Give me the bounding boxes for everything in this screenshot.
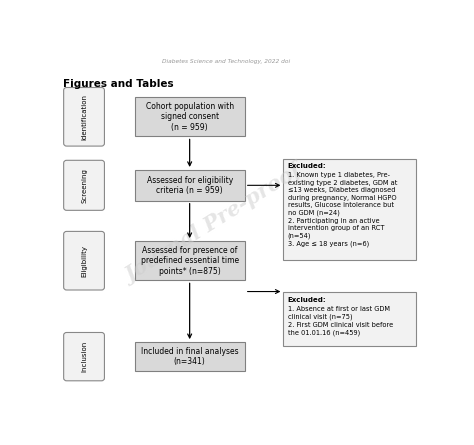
FancyBboxPatch shape <box>135 97 245 137</box>
Text: Journal Pre-proof: Journal Pre-proof <box>121 162 306 287</box>
FancyBboxPatch shape <box>135 342 245 371</box>
FancyBboxPatch shape <box>64 160 104 210</box>
Text: Inclusion: Inclusion <box>81 341 87 372</box>
Text: Excluded:: Excluded: <box>288 163 327 169</box>
Text: 1. Absence at first or last GDM
clinical visit (n=75)
2. First GDM clinical visi: 1. Absence at first or last GDM clinical… <box>288 306 393 336</box>
Text: Identification: Identification <box>81 94 87 140</box>
FancyBboxPatch shape <box>64 332 104 381</box>
FancyBboxPatch shape <box>135 170 245 201</box>
Text: Cohort population with
signed consent
(n = 959): Cohort population with signed consent (n… <box>146 102 234 132</box>
Text: Assessed for eligibility
criteria (n = 959): Assessed for eligibility criteria (n = 9… <box>146 176 233 195</box>
Text: Eligibility: Eligibility <box>81 245 87 277</box>
Text: Assessed for presence of
predefined essential time
points* (n=875): Assessed for presence of predefined esse… <box>141 246 239 275</box>
Text: Figures and Tables: Figures and Tables <box>63 79 173 89</box>
FancyBboxPatch shape <box>135 241 245 280</box>
FancyBboxPatch shape <box>283 292 416 345</box>
FancyBboxPatch shape <box>283 159 416 260</box>
Text: Diabetes Science and Technology, 2022 doi: Diabetes Science and Technology, 2022 do… <box>162 59 290 64</box>
Text: Excluded:: Excluded: <box>288 296 327 303</box>
FancyBboxPatch shape <box>64 231 104 290</box>
FancyBboxPatch shape <box>64 88 104 146</box>
Text: Screening: Screening <box>81 168 87 203</box>
Text: Included in final analyses
(n=341): Included in final analyses (n=341) <box>141 347 238 366</box>
Text: 1. Known type 1 diabetes, Pre-
existing type 2 diabetes, GDM at
≤13 weeks, Diabe: 1. Known type 1 diabetes, Pre- existing … <box>288 173 397 247</box>
